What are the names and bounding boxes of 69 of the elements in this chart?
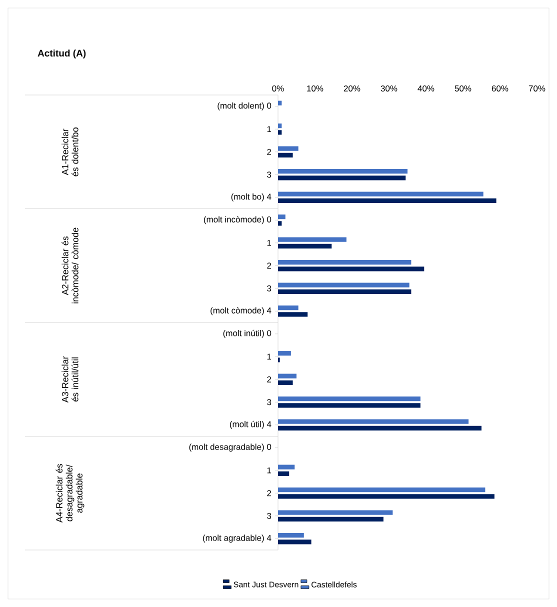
bar: [278, 176, 406, 180]
text: A3-Reciclar és inútil/útil: [62, 356, 78, 403]
bar: [278, 419, 469, 424]
y-tick-label: 1: [267, 240, 272, 246]
bar: [278, 306, 298, 310]
bar: [278, 124, 282, 128]
bar: [278, 403, 420, 408]
x-tick-label: 40%: [418, 85, 434, 92]
bar: [278, 396, 420, 402]
y-tick-label: 3: [267, 172, 272, 178]
text: A1-Reciclar és dolent/bo: [62, 127, 78, 176]
bar: [278, 260, 412, 265]
bar: [278, 266, 424, 272]
text: A4-Reciclar és desagradable/ agradable: [56, 464, 84, 523]
bar: [278, 130, 282, 135]
y-tick-label: (molt dolent) 0: [218, 102, 272, 110]
text: A2-Reciclar és incòmode/ còmode: [62, 228, 78, 304]
x-tick-label: 10%: [307, 85, 324, 92]
legend-label: Sant Just Desvern: [234, 582, 298, 588]
text: Actitud (A): [38, 50, 86, 58]
y-tick-label: (molt còmode) 4: [210, 307, 272, 316]
y-tick-label: (molt agradable) 4: [203, 534, 272, 543]
x-tick-label: 50%: [454, 85, 472, 92]
x-tick-label: 60%: [492, 85, 508, 92]
y-tick-label: 2: [267, 262, 272, 269]
y-tick-label: (molt inútil) 0: [223, 330, 272, 338]
y-tick-label: 1: [267, 126, 272, 132]
bar: [278, 169, 408, 174]
bar: [278, 146, 298, 151]
y-tick-label: 1: [267, 354, 272, 360]
bar: [278, 312, 308, 317]
y-tick-label: 2: [267, 376, 272, 382]
bar: [278, 152, 293, 158]
x-tick-label: 0%: [272, 85, 284, 92]
bar: [278, 510, 393, 515]
bar: [278, 289, 412, 294]
y-tick-label: (molt incòmode) 0: [204, 216, 272, 224]
bar: [278, 488, 486, 492]
x-tick-label: 30%: [380, 85, 398, 92]
y-tick-label: 2: [267, 148, 272, 155]
bar: [278, 380, 293, 385]
bar: [278, 533, 304, 538]
bar: [278, 540, 312, 544]
bar: [278, 192, 484, 196]
bar: [278, 494, 494, 499]
bar: [278, 244, 332, 248]
y-tick-label: 3: [267, 285, 272, 292]
bar: [278, 426, 482, 430]
bar: [278, 100, 282, 106]
bar: [278, 198, 496, 203]
bar: [278, 374, 296, 378]
y-tick-label: 2: [267, 490, 272, 496]
y-tick-label: (molt desagradable) 0: [189, 444, 272, 452]
y-tick-label: 3: [267, 512, 272, 519]
y-tick-label: 3: [267, 399, 272, 406]
bar: [278, 471, 290, 476]
y-tick-label: (molt útil) 4: [230, 420, 272, 429]
x-tick-label: 70%: [528, 85, 546, 92]
bar: [278, 464, 295, 470]
y-tick-label: (molt bo) 4: [231, 193, 272, 202]
bar: [278, 221, 282, 226]
x-tick-label: 20%: [344, 85, 360, 92]
bar: [278, 214, 286, 220]
y-tick-label: 1: [267, 467, 272, 474]
bar: [278, 516, 384, 522]
bar: [278, 351, 291, 356]
bar: [278, 237, 346, 242]
bar: [278, 282, 410, 288]
legend-label: Castelldefels: [312, 582, 357, 588]
